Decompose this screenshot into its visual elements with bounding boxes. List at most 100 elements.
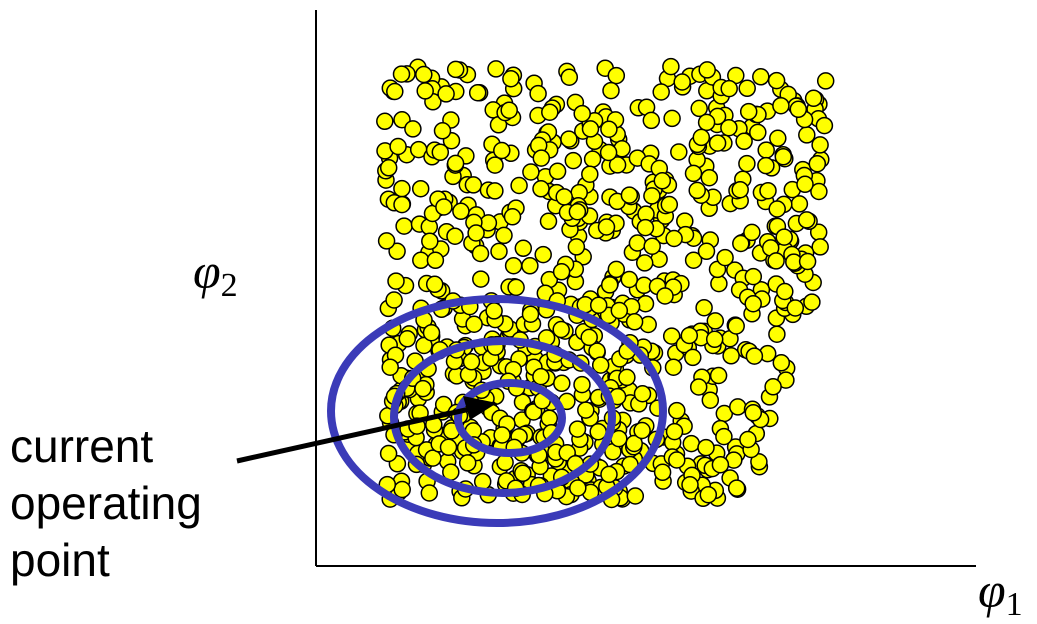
scatter-point [398,330,417,348]
scatter-point [692,128,711,147]
scatter-point [532,367,550,386]
scatter-point [514,239,533,258]
arrow-shaft [236,406,471,464]
scatter-point [433,122,452,140]
scatter-point [701,391,720,409]
scatter-point [421,232,439,250]
scatter-point [529,84,547,103]
scatter-point [735,132,753,151]
scatter-point [633,421,651,440]
scatter-point [620,186,639,204]
scatter-point [633,384,652,403]
scatter-point [610,301,629,320]
scatter-point [422,323,441,342]
scatter-point [416,82,434,100]
scatter-point [548,162,567,181]
scatter-point [591,356,610,374]
scatter-point [439,438,458,457]
scatter-point [424,449,442,467]
scatter-point [560,130,578,148]
scatter-point [684,251,703,269]
scatter-point [435,198,453,216]
scatter-point [796,175,814,194]
scatter-point [510,176,528,195]
scatter-point [653,463,672,482]
scatter-point [790,195,809,213]
scatter-point [465,315,483,333]
scatter-point [532,180,550,198]
scatter-point [472,270,490,288]
scatter-point [503,208,522,226]
scatter-point [670,143,688,161]
scatter-point [468,83,487,102]
scatter-point [485,302,503,320]
scatter-point [462,353,481,371]
scatter-point [711,455,730,474]
scatter-point [500,101,518,119]
scatter-point [665,229,683,248]
scatter-point [738,79,756,98]
scatter-point [493,426,511,444]
scatter-point [786,299,805,317]
scatter-point [664,358,683,376]
scatter-point [744,294,762,313]
scatter-point [495,226,513,245]
scatter-point [581,120,600,138]
scatter-point [583,150,602,168]
scatter-point [772,96,790,115]
scatter-point [636,218,655,237]
scatter-point [385,291,403,309]
scatter-point [662,327,681,345]
scatter-point [507,278,525,297]
scatter-point [803,293,821,311]
scatter-point [715,427,733,446]
scatter-point [426,251,445,270]
scatter-point [764,378,782,396]
scatter-point [749,123,767,142]
scatter-point [521,257,539,275]
scatter-point [387,272,405,290]
middle-contour-ring [390,337,616,497]
scatter-point [720,79,738,98]
scatter-point [798,126,816,144]
scatter-point [808,154,827,173]
arrow-head [463,396,497,420]
x-axis-subscript: 1 [1005,586,1023,623]
scatter-point [729,398,747,416]
scatter-point [732,234,750,253]
scatter-point [620,270,639,289]
scatter-point [798,252,817,271]
scatter-point [626,487,645,505]
scatter-point [706,312,725,330]
scatter-point [415,336,433,355]
scatter-point [569,479,587,497]
scatter-point [431,143,450,162]
scatter-point [404,120,422,138]
scatter-point [772,354,791,372]
scatter-point [635,254,654,272]
scatter-point [705,330,724,349]
scatter-point [699,485,718,504]
scatter-point [600,276,619,294]
scatter-point [642,111,661,130]
scatter-point [690,99,708,118]
scatter-point [553,374,571,393]
scatter-point [446,227,464,245]
scatter-point [768,325,786,343]
scatter-point [738,154,756,173]
diagram-canvas [236,10,976,567]
scatter-point [722,347,740,365]
scatter-point [776,282,794,301]
scatter-point [652,83,670,101]
scatter-point [522,163,540,181]
scatter-point [379,444,398,463]
scatter-point [600,120,618,138]
scatter-point [708,134,727,152]
scatter-point [521,305,540,323]
scatter-point [743,223,761,242]
scatter-point [581,165,599,183]
scatter-point [700,168,719,187]
scatter-point [486,182,504,200]
scatter-point [552,320,570,339]
scatter-point [568,202,587,221]
